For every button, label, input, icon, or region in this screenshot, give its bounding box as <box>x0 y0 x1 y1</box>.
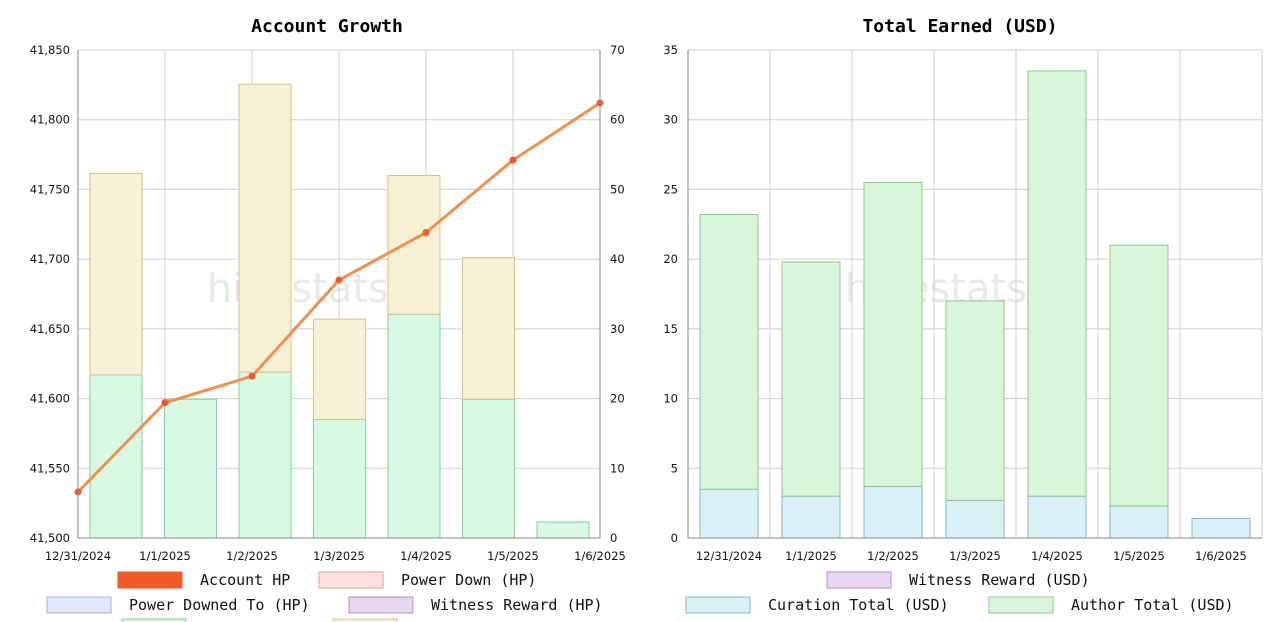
total-earned-chart: hivestats.io Total Earned (USD) 05101520… <box>663 16 1263 614</box>
y-right-tick-label: 30 <box>610 322 625 336</box>
bar-segment <box>238 83 292 373</box>
y-tick-label: 15 <box>663 322 678 336</box>
bar-segment <box>699 214 759 490</box>
account-growth-legend[interactable]: Account HP Power Down (HP) Power Downed To… <box>46 571 603 622</box>
y-right-tick-label: 20 <box>610 392 625 406</box>
x-tick-label: 1/4/2025 <box>1031 549 1083 563</box>
x-tick-label: 1/6/2025 <box>574 549 626 563</box>
legend-label: Power Down (HP) <box>401 571 536 589</box>
legend-label: Account HP <box>200 571 290 589</box>
bar-segment <box>313 318 366 420</box>
bar-segment <box>945 300 1005 501</box>
account-growth-chart: hivestats.io Account Growth 41,50041,550… <box>30 16 626 622</box>
bar-segment <box>699 488 759 539</box>
bar-segment <box>313 418 366 539</box>
x-tick-label: 1/2/2025 <box>226 549 278 563</box>
bar-segment <box>781 261 841 497</box>
legend-label: Curation Total (USD) <box>768 596 949 614</box>
y-tick-label: 5 <box>671 461 678 475</box>
x-tick-label: 12/31/2024 <box>696 549 762 563</box>
bar-segment <box>536 521 590 539</box>
account-hp-point <box>335 276 343 284</box>
y-left-tick-label: 41,500 <box>30 531 70 545</box>
y-left-tick-label: 41,650 <box>30 322 70 336</box>
legend-swatch <box>332 618 398 622</box>
y-right-tick-label: 70 <box>610 43 625 57</box>
bar-segment <box>1109 505 1169 539</box>
account-hp-point <box>248 372 256 380</box>
chart-title-account-growth: Account Growth <box>251 16 403 37</box>
account-hp-point <box>422 229 430 237</box>
bar-segment <box>1027 495 1087 539</box>
bar-segment <box>238 371 292 539</box>
x-tick-label: 1/6/2025 <box>1195 549 1247 563</box>
legend-label: Witness Reward (HP) <box>431 596 603 614</box>
x-tick-label: 12/31/2024 <box>45 549 111 563</box>
x-tick-label: 1/3/2025 <box>949 549 1001 563</box>
x-tick-label: 1/4/2025 <box>400 549 452 563</box>
y-tick-label: 20 <box>663 252 678 266</box>
y-left-tick-label: 41,750 <box>30 182 70 196</box>
y-tick-label: 0 <box>671 531 678 545</box>
y-tick-label: 30 <box>663 113 678 127</box>
account-growth-bars <box>89 83 590 539</box>
y-right-tick-label: 50 <box>610 182 625 196</box>
bar-segment <box>462 398 515 539</box>
legend-label: Power Downed To (HP) <box>129 596 310 614</box>
y-left-tick-label: 41,800 <box>30 113 70 127</box>
y-tick-label: 25 <box>663 182 678 196</box>
y-right-tick-label: 40 <box>610 252 625 266</box>
bar-segment <box>1109 244 1169 507</box>
legend-swatch <box>117 571 183 589</box>
legend-label: Witness Reward (USD) <box>909 571 1090 589</box>
y-tick-label: 35 <box>663 43 678 57</box>
bar-segment <box>1027 70 1087 497</box>
x-tick-label: 1/5/2025 <box>1113 549 1165 563</box>
bar-segment <box>387 174 441 315</box>
y-right-tick-label: 0 <box>610 531 617 545</box>
legend-swatch <box>46 596 112 614</box>
x-tick-label: 1/2/2025 <box>867 549 919 563</box>
y-right-tick-label: 10 <box>610 461 625 475</box>
bar-segment <box>387 313 441 539</box>
legend-swatch <box>988 596 1054 614</box>
x-tick-label: 1/3/2025 <box>313 549 365 563</box>
legend-swatch <box>348 596 414 614</box>
bar-segment <box>462 257 515 400</box>
legend-swatch <box>685 596 751 614</box>
total-earned-bars <box>699 70 1251 539</box>
y-left-tick-label: 41,550 <box>30 461 70 475</box>
total-earned-legend[interactable]: Witness Reward (USD) Curation Total (USD)… <box>685 571 1234 614</box>
x-tick-label: 1/5/2025 <box>487 549 539 563</box>
legend-swatch <box>318 571 384 589</box>
legend-label: Author Total (USD) <box>1071 596 1234 614</box>
account-growth-line <box>74 99 604 496</box>
legend-swatch <box>826 571 892 589</box>
bar-segment <box>89 374 143 539</box>
x-tick-label: 1/1/2025 <box>139 549 191 563</box>
y-left-tick-label: 41,850 <box>30 43 70 57</box>
bar-segment <box>863 485 923 539</box>
bar-segment <box>945 499 1005 539</box>
y-right-tick-label: 60 <box>610 113 625 127</box>
bar-segment <box>781 495 841 539</box>
chart-title-total-earned: Total Earned (USD) <box>862 16 1057 37</box>
bar-segment <box>89 172 143 376</box>
bar-segment <box>863 181 923 487</box>
y-tick-label: 10 <box>663 392 678 406</box>
x-tick-label: 1/1/2025 <box>785 549 837 563</box>
total-earned-axes: 0 5 10 15 20 25 30 35 12/31/2024 1/1/2025 1/2/2025… <box>663 43 1262 563</box>
account-hp-point <box>509 156 517 164</box>
account-hp-point <box>161 399 169 407</box>
y-left-tick-label: 41,700 <box>30 252 70 266</box>
bar-segment <box>1191 517 1251 539</box>
account-growth-axes: 41,500 41,550 41,600 41,650 41,700 41,750 41,8… <box>30 43 626 563</box>
bar-segment <box>164 398 217 539</box>
y-left-tick-label: 41,600 <box>30 392 70 406</box>
legend-swatch <box>121 618 187 622</box>
